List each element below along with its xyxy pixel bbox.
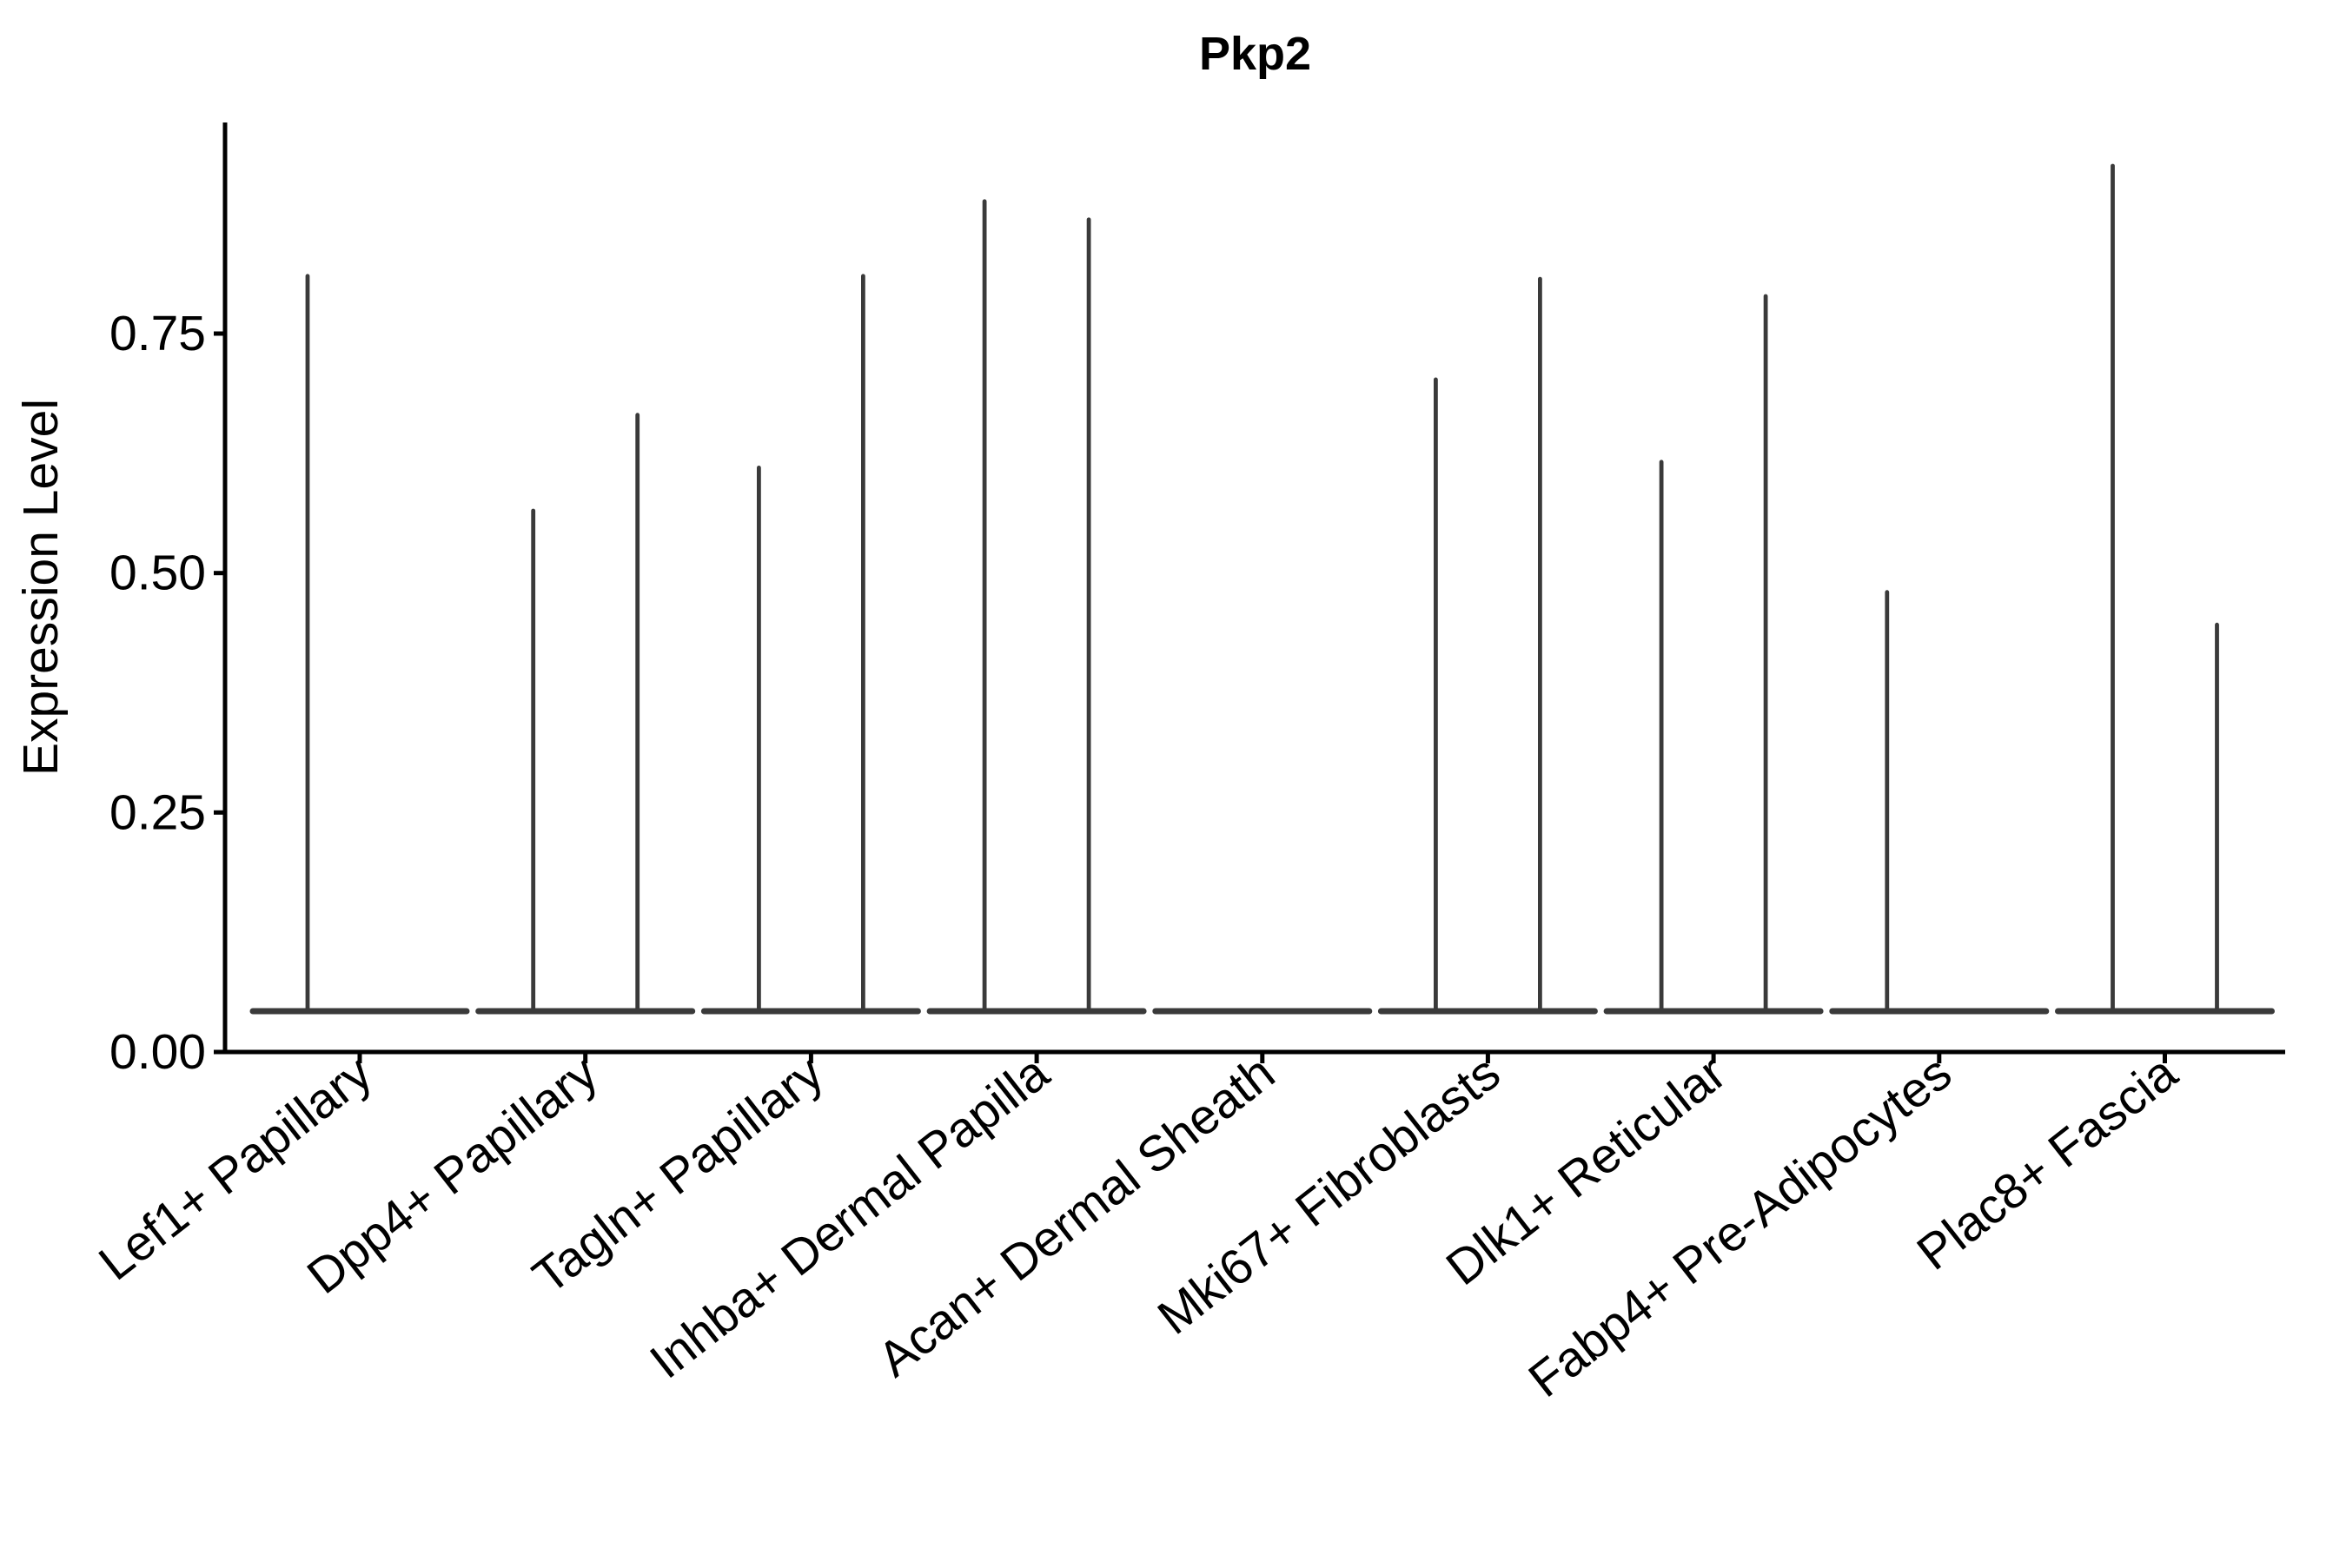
svg-text:0.50: 0.50 [109, 546, 206, 601]
svg-text:0.00: 0.00 [109, 1024, 206, 1080]
svg-text:Pkp2: Pkp2 [1199, 28, 1311, 80]
svg-text:0.25: 0.25 [109, 784, 206, 840]
svg-text:0.75: 0.75 [109, 306, 206, 361]
svg-text:Expression Level: Expression Level [13, 399, 69, 776]
